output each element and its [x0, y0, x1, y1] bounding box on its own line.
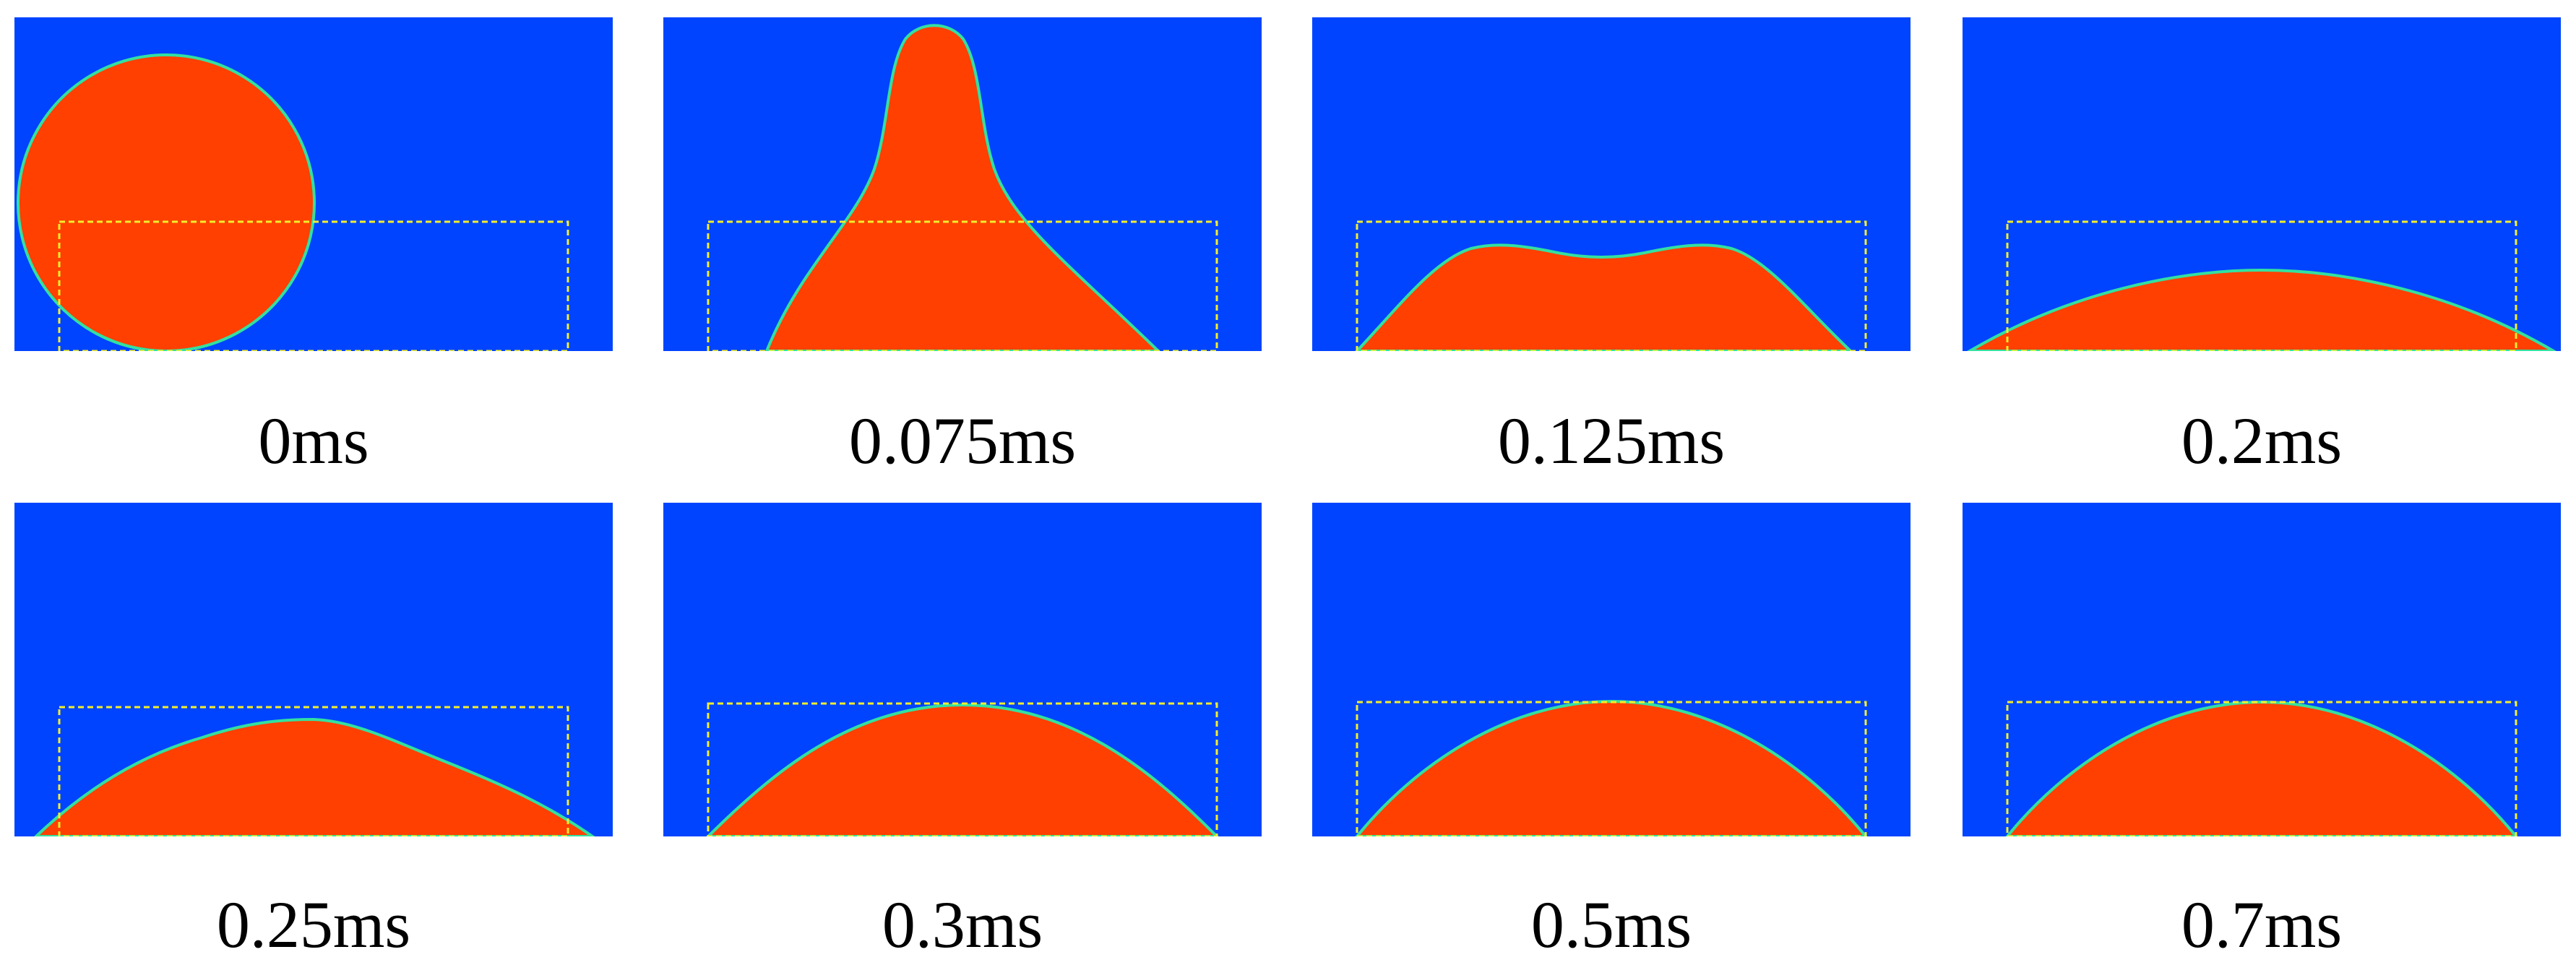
frame-panel-4 — [14, 503, 613, 836]
substrate-box — [58, 220, 569, 351]
droplet-frame-7 — [1963, 503, 2561, 836]
frame-panel-5 — [663, 503, 1262, 836]
frame-panel-0 — [14, 17, 613, 351]
droplet-frame-2 — [1312, 17, 1911, 351]
time-label-4: 0.25ms — [216, 888, 411, 961]
droplet-shape — [34, 717, 595, 836]
time-label-7: 0.7ms — [2181, 888, 2343, 961]
time-label-5: 0.3ms — [882, 888, 1043, 961]
droplet-frame-6 — [1312, 503, 1911, 836]
frame-panel-2 — [1312, 17, 1911, 351]
substrate-box — [1356, 701, 1867, 836]
droplet-frame-1 — [663, 17, 1262, 351]
time-label-3: 0.2ms — [2181, 404, 2343, 477]
droplet-frame-5 — [663, 503, 1262, 836]
time-label-2: 0.125ms — [1497, 404, 1726, 477]
substrate-box — [58, 706, 569, 836]
time-label-6: 0.5ms — [1530, 888, 1692, 961]
frame-panel-3 — [1963, 17, 2561, 351]
frame-panel-6 — [1312, 503, 1911, 836]
substrate-box — [1356, 220, 1867, 351]
time-label-0: 0ms — [258, 404, 369, 477]
droplet-frame-4 — [14, 503, 613, 836]
frame-panel-7 — [1963, 503, 2561, 836]
substrate-box — [707, 220, 1218, 351]
droplet-shape — [1355, 243, 1853, 351]
droplet-shape — [1967, 268, 2556, 351]
droplet-frame-3 — [1963, 17, 2561, 351]
droplet-shape — [764, 24, 1160, 351]
droplet-shape — [17, 53, 316, 351]
droplet-shape — [706, 703, 1219, 836]
substrate-box — [2006, 701, 2517, 836]
substrate-box — [707, 702, 1218, 836]
frame-panel-1 — [663, 17, 1262, 351]
substrate-box — [2006, 220, 2517, 351]
time-label-1: 0.075ms — [848, 404, 1077, 477]
droplet-frame-0 — [14, 17, 613, 351]
